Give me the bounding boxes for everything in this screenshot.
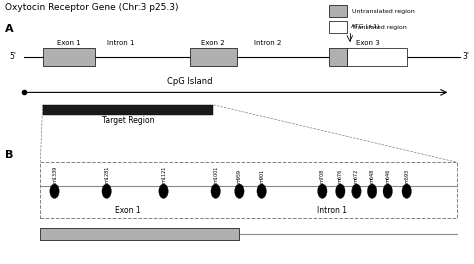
Text: m1339: m1339 bbox=[52, 166, 57, 183]
Text: CpG Island: CpG Island bbox=[167, 77, 212, 86]
Text: ATG (+1): ATG (+1) bbox=[351, 24, 380, 29]
Text: m593: m593 bbox=[404, 169, 409, 183]
Bar bbox=[40, 228, 239, 240]
Text: Translated region: Translated region bbox=[352, 25, 407, 30]
Ellipse shape bbox=[257, 184, 266, 199]
Bar bbox=[329, 5, 347, 17]
Text: Exon 2: Exon 2 bbox=[201, 40, 225, 46]
Text: Intron 1: Intron 1 bbox=[107, 40, 135, 46]
Ellipse shape bbox=[211, 184, 220, 199]
Text: Exon 1: Exon 1 bbox=[115, 206, 141, 215]
Text: m648: m648 bbox=[370, 169, 374, 183]
Ellipse shape bbox=[318, 184, 327, 199]
Text: Intron 1: Intron 1 bbox=[317, 206, 347, 215]
Ellipse shape bbox=[336, 184, 345, 199]
Text: m959: m959 bbox=[237, 169, 242, 183]
Text: Intron 2: Intron 2 bbox=[254, 40, 282, 46]
Ellipse shape bbox=[102, 184, 111, 199]
Bar bbox=[40, 162, 457, 218]
Ellipse shape bbox=[402, 184, 411, 199]
Text: m708: m708 bbox=[320, 169, 325, 183]
Text: m901: m901 bbox=[259, 169, 264, 183]
Ellipse shape bbox=[159, 184, 168, 199]
Text: B: B bbox=[5, 150, 13, 160]
Bar bbox=[43, 105, 213, 115]
Text: m676: m676 bbox=[338, 169, 343, 183]
Text: m1001: m1001 bbox=[213, 166, 218, 183]
Text: Untranslated region: Untranslated region bbox=[352, 9, 415, 14]
Bar bbox=[190, 48, 237, 66]
Text: Exon 1: Exon 1 bbox=[57, 40, 81, 46]
Text: 5': 5' bbox=[9, 52, 17, 61]
Ellipse shape bbox=[383, 184, 392, 199]
Bar bbox=[329, 21, 347, 33]
Ellipse shape bbox=[352, 184, 361, 199]
Bar bbox=[43, 48, 95, 66]
Ellipse shape bbox=[50, 184, 59, 199]
Text: m1121: m1121 bbox=[161, 166, 166, 183]
Text: Target Region: Target Region bbox=[102, 116, 154, 125]
Text: Exon 3: Exon 3 bbox=[356, 40, 380, 46]
Text: 3': 3' bbox=[462, 52, 469, 61]
Ellipse shape bbox=[235, 184, 244, 199]
Text: m672: m672 bbox=[354, 169, 359, 183]
Bar bbox=[329, 48, 347, 66]
Text: m1281: m1281 bbox=[104, 166, 109, 183]
Text: A: A bbox=[5, 24, 13, 34]
Bar bbox=[347, 48, 407, 66]
Text: Oxytocin Receptor Gene (Chr:3 p25.3): Oxytocin Receptor Gene (Chr:3 p25.3) bbox=[5, 3, 178, 12]
Text: m646: m646 bbox=[385, 169, 390, 183]
Ellipse shape bbox=[367, 184, 377, 199]
